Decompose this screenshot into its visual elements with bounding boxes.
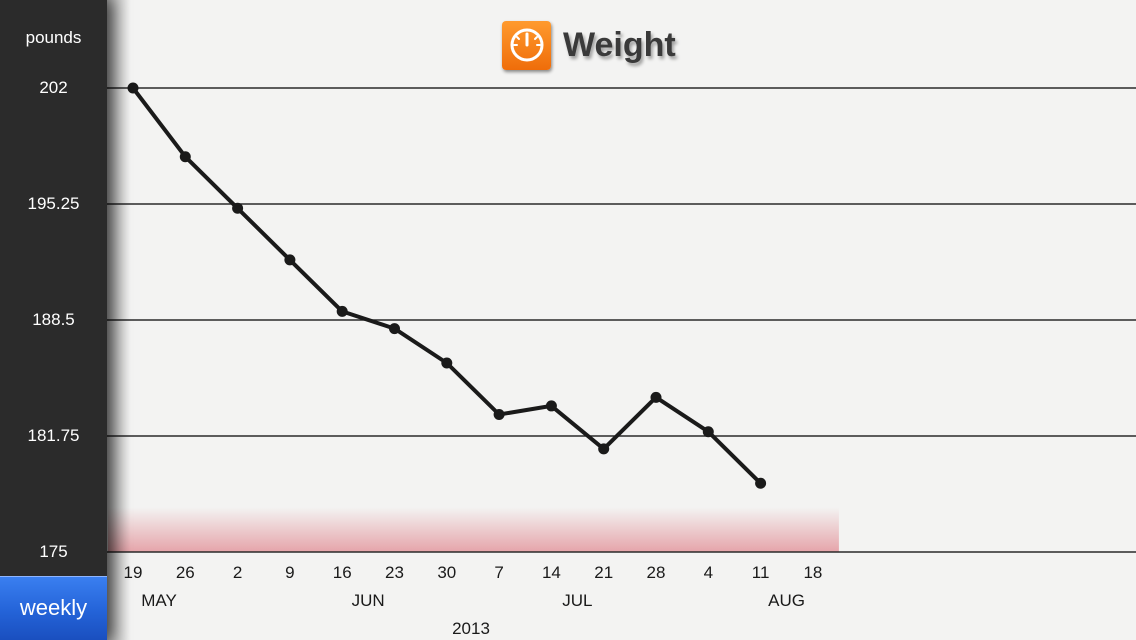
weight-data-point [127,82,139,94]
x-tick-label: 11 [752,563,770,582]
x-tick-label: 28 [647,563,666,582]
weight-data-point [441,357,453,369]
x-year-label: 2013 [452,619,490,638]
x-tick-label: 18 [803,563,822,582]
sidebar-shadow [107,0,131,640]
y-tick-label: 195.25 [27,194,80,213]
x-tick-label: 7 [494,563,503,582]
x-tick-label: 16 [333,563,352,582]
y-tick-label: 188.5 [32,310,75,329]
x-tick-label: 19 [124,563,143,582]
weight-data-point [755,477,767,489]
x-tick-label: 26 [176,563,195,582]
x-month-label: JUN [352,591,385,610]
y-tick-label: 181.75 [27,426,80,445]
y-axis-sidebar: pounds 202 195.25 188.5 181.75 175 [0,0,107,640]
x-month-label: MAY [141,591,177,610]
weight-data-point [284,254,296,266]
weight-data-point [545,400,557,412]
weight-data-point [702,426,714,438]
weight-data-point [179,151,191,163]
x-tick-label: 9 [285,563,294,582]
x-tick-label: 4 [704,563,713,582]
x-tick-label: 2 [233,563,242,582]
weight-data-point [232,202,244,214]
x-tick-label: 23 [385,563,404,582]
y-tick-label: 202 [39,78,68,97]
weight-data-point [336,305,348,317]
y-tick-label: 175 [39,542,68,561]
x-tick-label: 30 [437,563,456,582]
weight-data-point [598,443,610,455]
weight-data-point [650,391,662,403]
y-axis-unit-label: pounds [25,28,82,47]
goal-range-band [108,507,839,552]
weight-data-point [389,323,400,335]
chart-title: Weight [502,20,676,70]
weight-data-point [493,409,505,421]
x-tick-label: 14 [542,563,561,582]
chart-title-text: Weight [563,25,676,64]
x-month-label: AUG [768,591,805,610]
x-month-label: JUL [562,591,592,610]
x-tick-label: 21 [594,563,613,582]
weekly-mode-button[interactable]: weekly [0,576,107,640]
weight-series-line [131,86,763,486]
scale-gauge-icon [502,20,551,70]
